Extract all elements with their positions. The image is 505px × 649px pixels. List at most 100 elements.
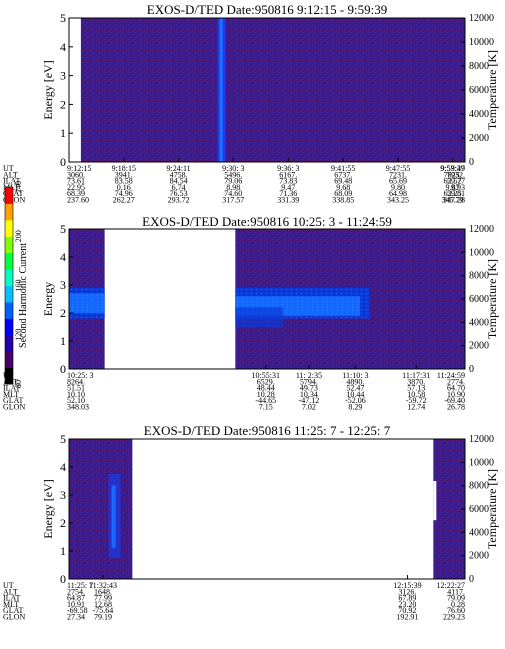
- table-cell: 7.02: [302, 403, 316, 412]
- table-row-label: GLAT: [3, 606, 24, 615]
- table-row-label: GLAT: [3, 396, 24, 405]
- table-row-label: MLT: [3, 390, 19, 399]
- table-cell: 9:47:55: [386, 164, 410, 173]
- table-cell: 51.51: [67, 384, 85, 393]
- table-cell: 62.52: [444, 177, 462, 186]
- table-row-label: GLON: [3, 403, 25, 412]
- table-cell: 343.25: [387, 196, 409, 205]
- spectrogram-segment: [433, 439, 465, 579]
- table-cell: -52.06: [345, 396, 366, 405]
- table-cell: 74.60: [224, 189, 242, 198]
- colorbar-segment: [5, 367, 13, 385]
- colorbar-frame: [4, 186, 14, 385]
- colorbar-segment: [5, 334, 13, 352]
- table-cell: 3060.: [67, 170, 85, 179]
- enhanced-band-low: [235, 307, 283, 327]
- y2-axis-label: Temperature [K]: [485, 50, 499, 130]
- table-cell: 10.34: [300, 390, 318, 399]
- table-cell: 9.68: [336, 183, 350, 192]
- table-cell: 10:25: 3: [67, 371, 93, 380]
- table-cell: 3870.: [407, 377, 425, 386]
- table-cell: 9:59:39: [441, 164, 465, 173]
- table-cell: 9:53:47: [440, 164, 464, 173]
- table-row-label: MLT: [3, 600, 19, 609]
- colorbar-segment: [5, 219, 13, 237]
- y-tick-label: 2: [60, 516, 66, 530]
- table-cell: 347.28: [443, 196, 465, 205]
- table-cell: 83.58: [115, 177, 133, 186]
- y2-tick-label: 2000: [469, 551, 489, 562]
- table-cell: 9:12:15: [67, 164, 91, 173]
- y2-tick-label: 6000: [469, 294, 489, 305]
- y2-tick-label: 10000: [469, 247, 494, 258]
- y-tick-label: 4: [60, 40, 66, 54]
- table-cell: 345.79: [442, 196, 464, 205]
- table-cell: 4758.: [170, 170, 188, 179]
- table-cell: 9.87: [446, 183, 460, 192]
- y2-tick-label: 4000: [469, 317, 489, 328]
- spectrogram-segment: [80, 18, 465, 162]
- colorbar-segment: [5, 351, 13, 369]
- table-row-label: ALT: [3, 170, 18, 179]
- table-cell: 331.39: [277, 196, 299, 205]
- y2-tick-label: 4000: [469, 109, 489, 120]
- table-cell: 10.28: [257, 390, 275, 399]
- panel-title: EXOS-D/TED Date:950816 9:12:15 - 9:59:39: [147, 2, 387, 17]
- table-cell: 4890.: [346, 377, 364, 386]
- table-cell: 73.83: [279, 177, 297, 186]
- table-cell: 76.60: [447, 606, 465, 615]
- panel-3: EXOS-D/TED Date:950816 11:25: 7 - 12:25:…: [3, 423, 499, 622]
- table-cell: 76.53: [170, 189, 188, 198]
- colorbar-segment: [5, 318, 13, 336]
- table-cell: 77.99: [94, 594, 112, 603]
- y-tick-label: 5: [60, 222, 66, 236]
- table-cell: 0.16: [117, 183, 131, 192]
- table-cell: 9:36: 3: [277, 164, 299, 173]
- y2-tick-label: 12000: [469, 224, 494, 235]
- table-cell: 12:22:27: [437, 581, 465, 590]
- table-cell: 64.98: [389, 189, 407, 198]
- y-tick-label: 0: [60, 155, 66, 169]
- y2-tick-label: 2000: [469, 133, 489, 144]
- table-cell: 11:24:59: [437, 371, 465, 380]
- y2-axis: 0 2000 4000 6000 8000 10000 12000 Temperature […: [461, 434, 499, 585]
- table-cell: 317.57: [222, 196, 244, 205]
- table-cell: 11: 2:35: [296, 371, 322, 380]
- table-cell: 12.68: [94, 600, 112, 609]
- y2-tick-label: 6000: [469, 85, 489, 96]
- table-cell: -59.72: [406, 396, 427, 405]
- table-cell: -69.58: [67, 606, 88, 615]
- colorbar-tick-label: 120: [14, 329, 23, 341]
- table-cell: 79.06: [224, 177, 242, 186]
- table-cell: 67.89: [398, 594, 416, 603]
- y-tick-label: 4: [60, 250, 66, 264]
- y-tick-label: 3: [60, 488, 66, 502]
- table-cell: 52.47: [346, 384, 364, 393]
- table-cell: 26.78: [447, 403, 465, 412]
- table-row-label: ILAT: [3, 177, 20, 186]
- y2-tick-label: 12000: [469, 434, 494, 445]
- colorbar-segment: [5, 187, 13, 204]
- y-tick-label: 1: [60, 544, 66, 558]
- table-cell: 5794.: [300, 377, 318, 386]
- table-cell: 11:10: 3: [342, 371, 368, 380]
- y-tick-label: 2: [60, 306, 66, 320]
- table-cell: 10.44: [346, 390, 364, 399]
- plot-area: [69, 439, 465, 579]
- table-cell: 10.91: [67, 600, 85, 609]
- table-cell: 71.36: [279, 189, 297, 198]
- colorbar-segment: [5, 203, 13, 221]
- table-cell: 10.10: [67, 390, 85, 399]
- y-tick-label: 1: [60, 334, 66, 348]
- table-cell: 65.69: [389, 177, 407, 186]
- table-cell: 0.28: [451, 600, 465, 609]
- table-cell: 64.70: [447, 384, 465, 393]
- table-row-label: ALT: [3, 587, 18, 596]
- colorbar-segment: [5, 285, 13, 303]
- y2-tick-label: 4000: [469, 527, 489, 538]
- y-axis-label: Energy: [41, 282, 55, 316]
- table-cell: 23.20: [398, 600, 416, 609]
- y2-tick-label: 12000: [469, 13, 494, 24]
- table-cell: -44.65: [255, 396, 276, 405]
- table-cell: 84.54: [170, 177, 188, 186]
